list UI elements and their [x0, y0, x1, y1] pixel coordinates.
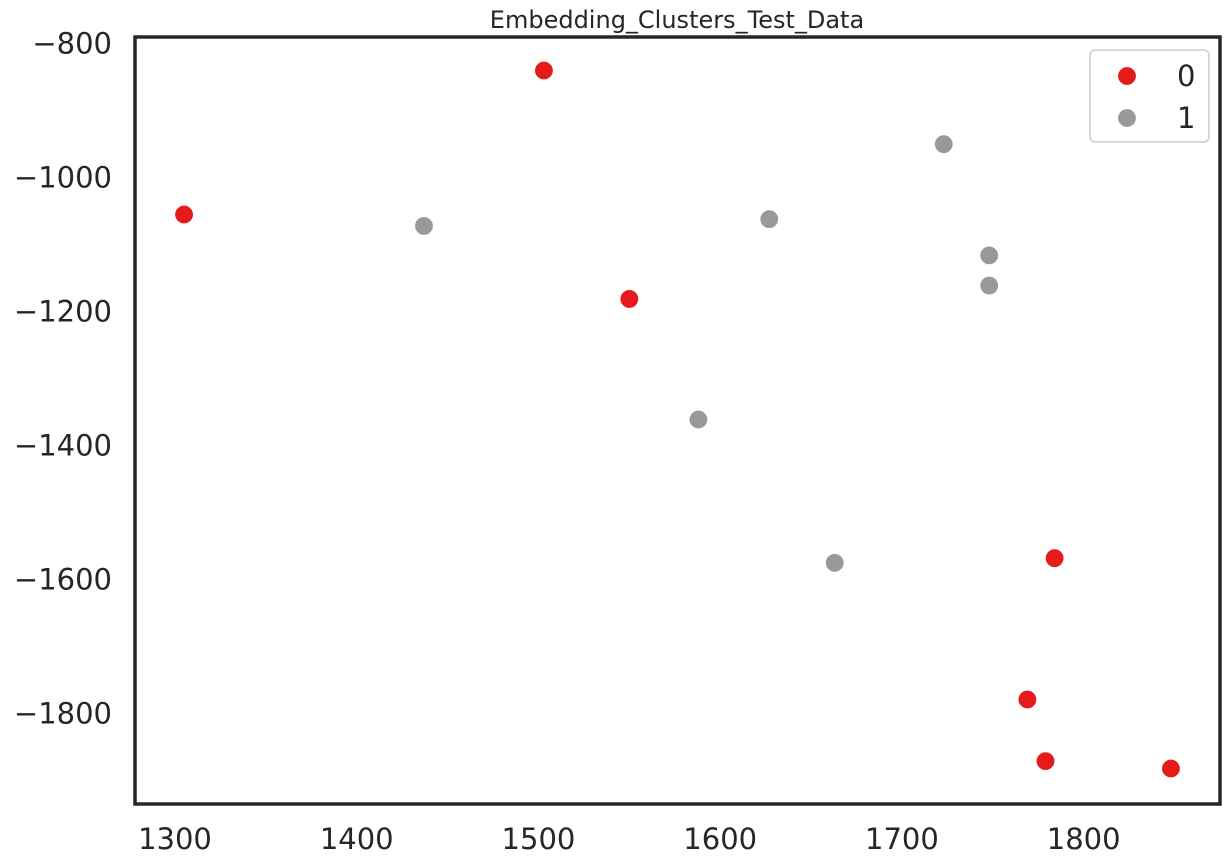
- x-axis: 1300 1400 1500 1600 1700 1800: [138, 822, 1121, 856]
- scatter-point-series-0-0: [173, 204, 195, 225]
- legend-marker-0: [1116, 65, 1138, 87]
- x-tick-label: 1300: [138, 822, 212, 856]
- plot-frame: [133, 35, 1222, 806]
- x-tick-label: 1500: [502, 822, 576, 856]
- legend-label-1: 1: [1177, 101, 1195, 135]
- scatter-point-series-0-6: [1160, 758, 1182, 779]
- chart-title: Embedding_Clusters_Test_Data: [490, 6, 864, 34]
- scatter-point-series-0-1: [533, 60, 555, 81]
- scatter-point-series-1-0: [413, 215, 435, 237]
- scatter-point-series-0-3: [1044, 548, 1065, 569]
- legend-label-0: 0: [1177, 59, 1195, 93]
- x-tick-label: 1600: [683, 822, 757, 856]
- y-tick-label: −1600: [14, 563, 112, 597]
- x-tick-label: 1400: [320, 822, 394, 856]
- scatter-point-series-0-5: [1035, 751, 1056, 772]
- scatter-point-series-1-5: [688, 409, 709, 430]
- scatter-point-series-1-6: [824, 552, 845, 573]
- scatter-point-series-1-3: [979, 245, 1000, 266]
- scatter-point-series-1-2: [759, 209, 780, 230]
- scatter-point-series-1-4: [979, 275, 1000, 296]
- x-tick-label: 1800: [1047, 822, 1121, 856]
- scatter-point-series-0-2: [619, 288, 640, 310]
- y-tick-label: −1800: [14, 697, 112, 731]
- legend-marker-1: [1116, 107, 1138, 129]
- legend: 01: [1089, 49, 1210, 143]
- y-tick-label: −1000: [14, 161, 112, 195]
- y-tick-label: −1400: [14, 429, 112, 463]
- scatter-point-series-0-4: [1017, 689, 1038, 710]
- y-axis: −800 −1000 −1200 −1400 −1600 −1800: [14, 27, 112, 731]
- points-layer: [173, 60, 1182, 779]
- y-tick-label: −1200: [14, 295, 112, 329]
- y-tick-label: −800: [32, 27, 112, 61]
- x-tick-label: 1700: [865, 822, 939, 856]
- scatter-point-series-1-1: [933, 134, 954, 155]
